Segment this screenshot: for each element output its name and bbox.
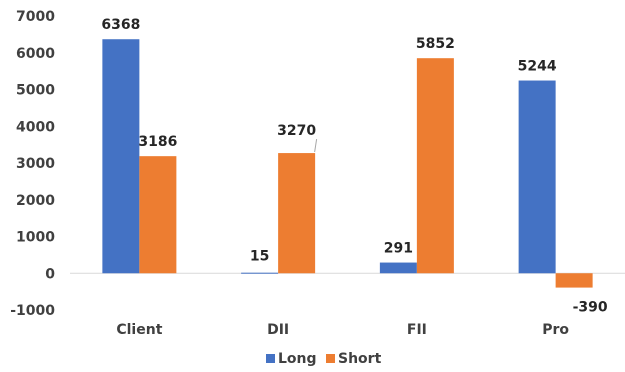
bar-long-pro xyxy=(518,80,556,274)
y-axis-ticks: 7000 6000 5000 4000 3000 2000 1000 0 -1000 xyxy=(10,9,55,319)
bar-long-fii xyxy=(379,262,417,274)
y-tick-label: 4000 xyxy=(16,119,55,135)
data-label-long-dii: 15 xyxy=(250,249,269,265)
data-label-long-pro: 5244 xyxy=(518,59,557,75)
x-axis-categories: Client DII FII Pro xyxy=(116,322,569,338)
category-label: DII xyxy=(267,322,289,338)
category-label: FII xyxy=(407,322,427,338)
bar-long-client xyxy=(102,39,140,274)
data-label-long-client: 6368 xyxy=(101,17,140,33)
bar-short-fii xyxy=(416,58,454,274)
legend-label-short: Short xyxy=(338,351,382,367)
y-tick-label: 2000 xyxy=(16,193,55,209)
leader-line xyxy=(314,139,318,153)
data-labels: 6368 3186 15 3270 291 5852 5244 -390 xyxy=(101,17,608,315)
legend-swatch-long xyxy=(266,354,275,363)
legend-swatch-short xyxy=(326,354,335,363)
y-tick-label: 6000 xyxy=(16,46,55,62)
leader-lines xyxy=(314,139,318,153)
y-tick-label: 0 xyxy=(45,266,55,282)
y-tick-label: 3000 xyxy=(16,156,55,172)
data-label-short-dii: 3270 xyxy=(277,123,316,139)
legend-label-long: Long xyxy=(278,351,317,367)
y-tick-label: 7000 xyxy=(16,9,55,25)
data-label-short-fii: 5852 xyxy=(416,36,455,52)
y-tick-label: 5000 xyxy=(16,83,55,99)
bar-short-dii xyxy=(278,153,316,274)
bar-long-dii xyxy=(241,272,279,274)
data-label-long-fii: 291 xyxy=(384,241,413,257)
bars xyxy=(102,39,593,288)
legend: Long Short xyxy=(266,351,382,367)
data-label-short-client: 3186 xyxy=(138,134,177,150)
data-label-short-pro: -390 xyxy=(573,300,608,316)
y-tick-label: -1000 xyxy=(10,303,55,319)
category-label: Client xyxy=(116,322,162,338)
bar-short-client xyxy=(139,156,177,274)
y-tick-label: 1000 xyxy=(16,230,55,246)
bar-short-pro xyxy=(555,273,593,288)
category-label: Pro xyxy=(542,322,569,338)
